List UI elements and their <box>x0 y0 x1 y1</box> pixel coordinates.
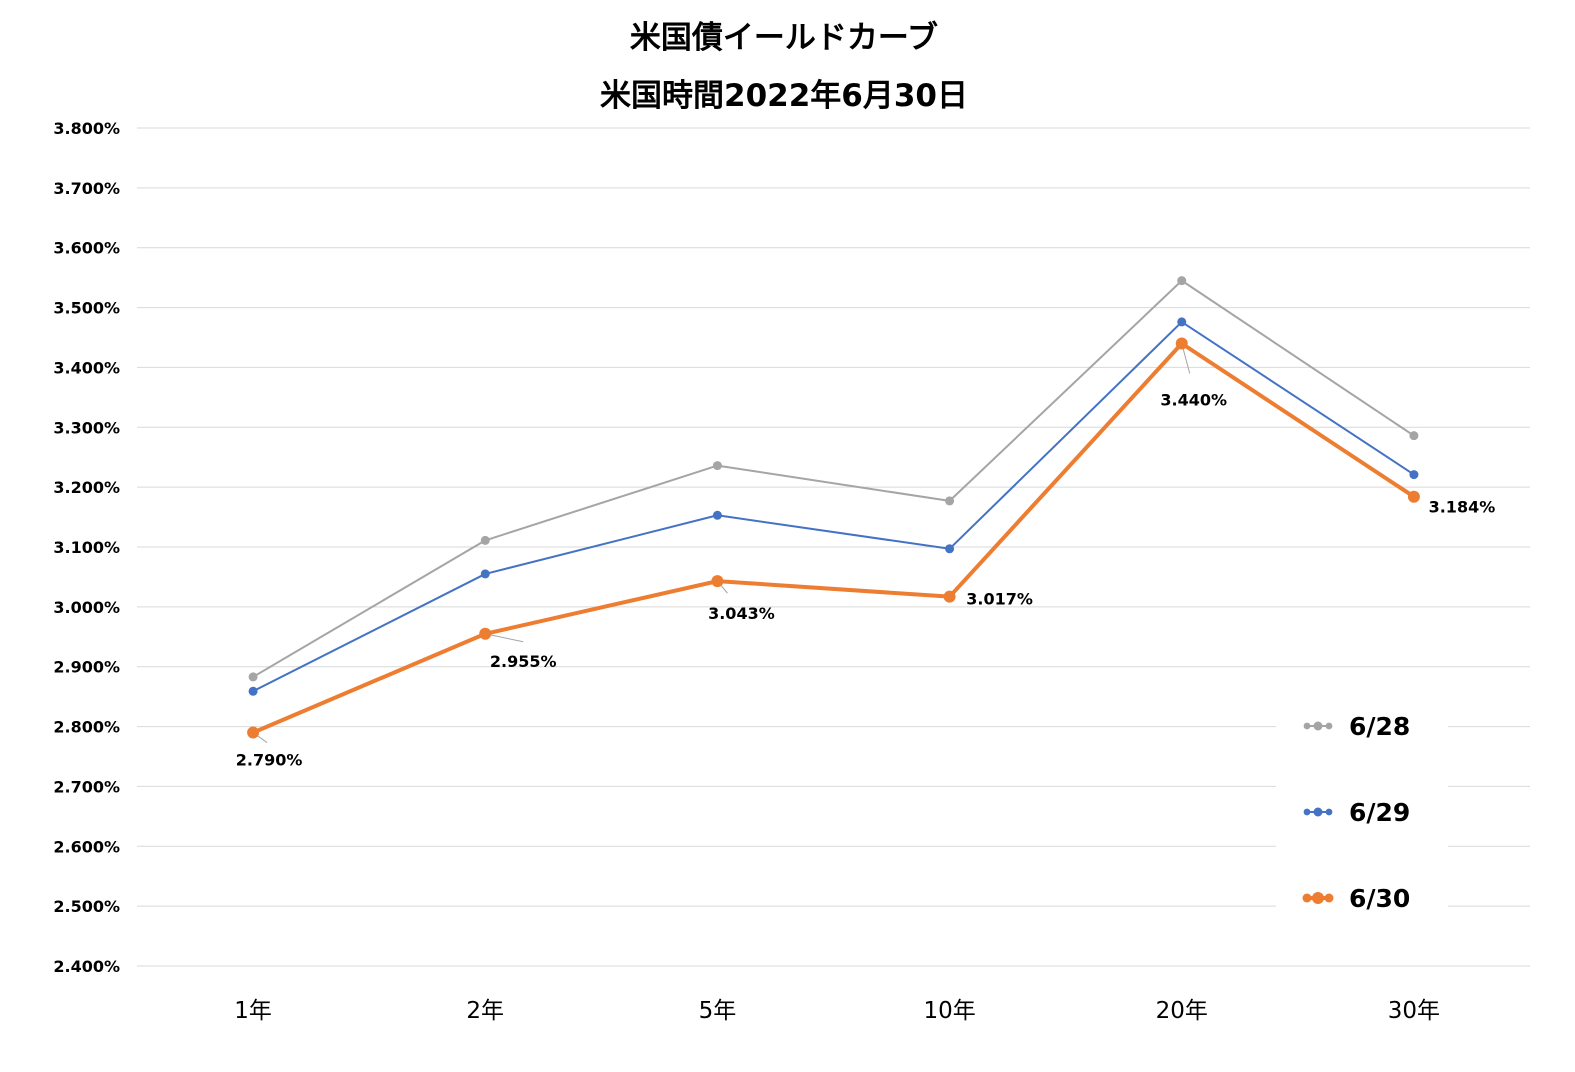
legend-swatch-marker <box>1303 808 1311 816</box>
y-tick-label: 3.300% <box>53 418 120 437</box>
series-point-0 <box>945 496 955 506</box>
chart-title: 米国債イールドカーブ <box>630 20 938 56</box>
legend: 6/28 6/29 6/30 <box>1276 690 1448 920</box>
x-axis-tick-labels: 1年 2年 5年 10年 20年 30年 <box>234 998 1440 1024</box>
chart-subtitle: 米国時間2022年6月30日 <box>600 78 968 114</box>
y-axis-tick-labels: 3.800% 3.700% 3.600% 3.500% 3.400% 3.300% 3.20… <box>53 119 120 976</box>
y-tick-label: 2.600% <box>53 837 120 856</box>
series-point-0 <box>248 672 258 682</box>
x-tick-label: 20年 <box>1156 998 1208 1024</box>
legend-swatch-marker <box>1325 722 1333 730</box>
x-tick-label: 30年 <box>1388 998 1440 1024</box>
series-lines <box>252 279 1416 735</box>
series-point-2 <box>711 575 724 588</box>
y-tick-label: 3.600% <box>53 239 120 258</box>
x-tick-label: 1年 <box>234 998 272 1024</box>
series-point-1 <box>712 510 722 520</box>
y-tick-label: 3.700% <box>53 179 120 198</box>
data-label: 3.017% <box>966 590 1033 609</box>
x-tick-label: 10年 <box>923 998 975 1024</box>
legend-swatch-marker <box>1312 892 1324 904</box>
series-point-1 <box>1409 470 1419 480</box>
series-point-0 <box>480 535 490 545</box>
legend-swatch-marker <box>1324 893 1334 903</box>
legend-label: 6/29 <box>1349 798 1410 827</box>
legend-swatch-marker <box>1325 808 1333 816</box>
data-label-leader <box>485 633 524 643</box>
x-tick-label: 5年 <box>699 998 737 1024</box>
y-tick-label: 3.200% <box>53 478 120 497</box>
y-tick-label: 2.800% <box>53 718 120 737</box>
series-point-2 <box>1175 337 1188 350</box>
data-label: 2.955% <box>490 652 557 671</box>
data-label: 3.184% <box>1429 498 1496 517</box>
y-tick-label: 3.000% <box>53 598 120 617</box>
series-point-1 <box>248 686 258 696</box>
series-points <box>247 276 1420 739</box>
series-point-2 <box>1407 490 1420 503</box>
data-label: 3.440% <box>1160 390 1227 409</box>
x-tick-label: 2年 <box>466 998 504 1024</box>
y-tick-label: 3.500% <box>53 299 120 318</box>
legend-label: 6/30 <box>1349 884 1410 913</box>
legend-label: 6/28 <box>1349 712 1410 741</box>
y-tick-label: 2.700% <box>53 777 120 796</box>
series-point-0 <box>1409 431 1419 441</box>
series-point-2 <box>943 590 956 603</box>
y-tick-label: 3.800% <box>53 119 120 138</box>
y-tick-label: 2.900% <box>53 658 120 677</box>
series-point-1 <box>1177 317 1187 327</box>
data-label-leader-lines <box>252 343 1191 743</box>
series-point-1 <box>480 569 490 579</box>
legend-swatch-marker <box>1313 807 1323 817</box>
series-line-1 <box>252 320 1415 693</box>
series-point-1 <box>945 544 955 554</box>
legend-swatch-marker <box>1303 722 1311 730</box>
series-point-0 <box>712 461 722 471</box>
series-point-2 <box>247 726 260 739</box>
legend-swatch-marker <box>1302 893 1312 903</box>
data-label: 3.043% <box>708 604 775 623</box>
y-tick-label: 2.400% <box>53 957 120 976</box>
y-tick-label: 3.400% <box>53 358 120 377</box>
series-point-2 <box>479 627 492 640</box>
series-point-0 <box>1177 276 1187 286</box>
series-line-2 <box>252 341 1416 735</box>
y-tick-label: 3.100% <box>53 538 120 557</box>
legend-swatch-marker <box>1313 721 1323 731</box>
data-label: 2.790% <box>236 751 303 770</box>
y-tick-label: 2.500% <box>53 897 120 916</box>
data-labels: 2.790% 2.955% 3.043% 3.017% 3.440% 3.184% <box>236 390 1495 769</box>
series-line-0 <box>252 279 1415 678</box>
